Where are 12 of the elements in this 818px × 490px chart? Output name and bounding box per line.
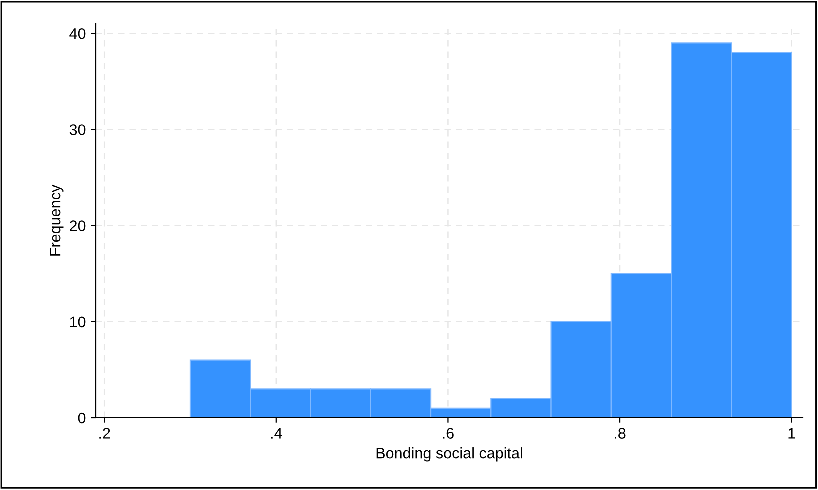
x-tick-label: .8 bbox=[615, 428, 626, 439]
y-axis-title: Frequency bbox=[50, 184, 64, 256]
x-tick-label: .4 bbox=[271, 428, 282, 439]
y-tick-label: 30 bbox=[70, 124, 86, 136]
y-tick-label: 0 bbox=[78, 412, 86, 424]
y-tick-label: 20 bbox=[70, 220, 86, 232]
y-tick-label: 10 bbox=[70, 316, 86, 328]
x-tick-label: .2 bbox=[100, 428, 110, 439]
y-tick-label: 40 bbox=[70, 28, 86, 40]
x-tick-label: 1 bbox=[788, 428, 796, 439]
x-tick-label: .6 bbox=[443, 428, 454, 439]
x-axis-title: Bonding social capital bbox=[376, 448, 522, 462]
